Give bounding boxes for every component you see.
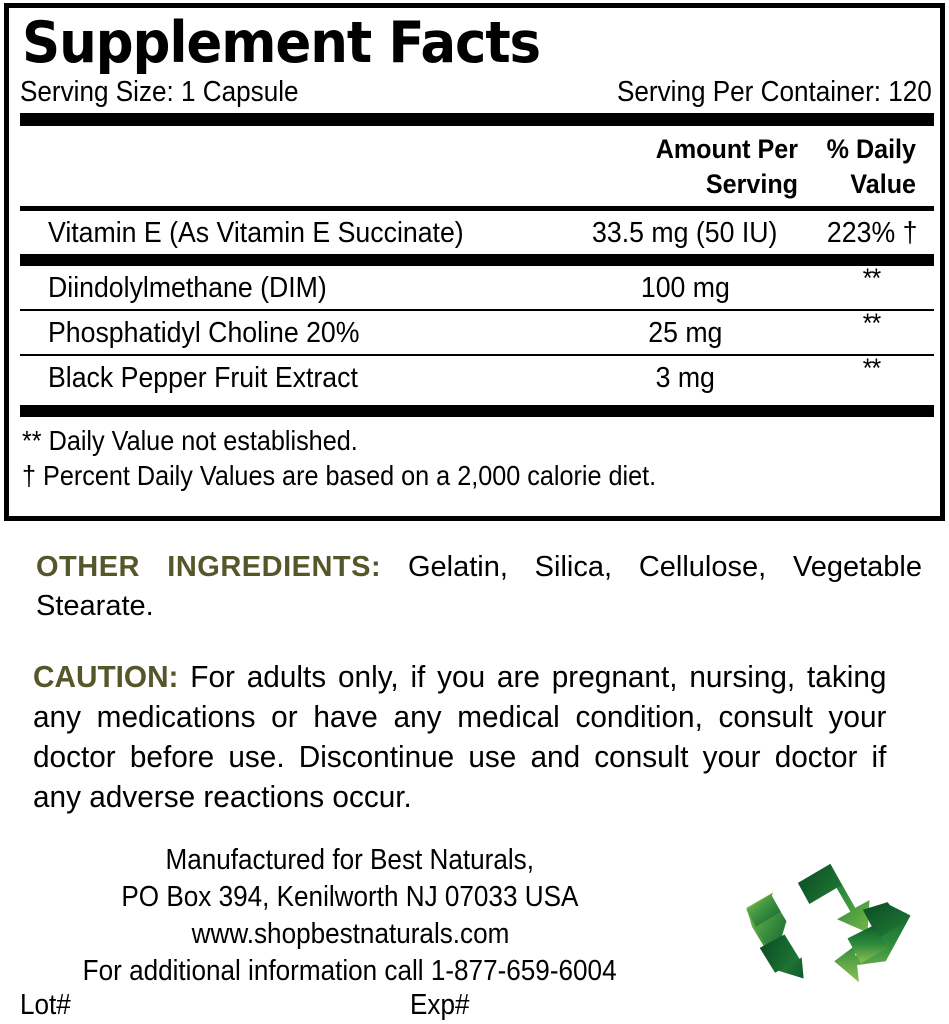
header-amount-line2: Serving [705, 169, 798, 199]
rule-below-vitamin-e [20, 254, 934, 266]
nutrient-amount: 3 mg [655, 362, 715, 394]
nutrient-name: Phosphatidyl Choline 20% [48, 317, 360, 349]
table-row: Vitamin E (As Vitamin E Succinate) 33.5 … [20, 211, 934, 254]
nutrient-name: Vitamin E (As Vitamin E Succinate) [48, 217, 464, 249]
nutrient-daily-value: 223% † [826, 217, 918, 249]
serving-info-row: Serving Size: 1 Capsule Serving Per Cont… [20, 76, 934, 108]
nutrient-daily-value: ** [863, 263, 881, 293]
nutrient-name: Diindolylmethane (DIM) [48, 272, 327, 304]
rule-below-serving [20, 113, 934, 126]
lot-number-label: Lot# [20, 989, 71, 1021]
caution-label: CAUTION: [33, 659, 179, 694]
table-row: Diindolylmethane (DIM) 100 mg ** [20, 263, 934, 309]
lot-exp-row: Lot# Exp# [20, 988, 680, 1022]
header-dv-line1: % Daily [826, 134, 916, 164]
footnote-daily-value-not-established: ** Daily Value not established. [22, 425, 358, 456]
panel-title: Supplement Facts [22, 10, 541, 76]
supplement-facts-panel: Supplement Facts Serving Size: 1 Capsule… [4, 3, 945, 521]
manufacturer-line: Manufactured for Best Naturals, [165, 844, 535, 876]
rule-row-divider [20, 354, 934, 356]
address-line: PO Box 394, Kenilworth NJ 07033 USA [121, 881, 579, 913]
nutrient-name: Black Pepper Fruit Extract [48, 362, 358, 394]
other-ingredients-label: OTHER INGREDIENTS: [36, 551, 382, 583]
recycle-icon [742, 862, 934, 988]
table-row: Phosphatidyl Choline 20% 25 mg ** [20, 308, 934, 354]
header-amount-per-serving: Amount Per Serving [560, 132, 810, 202]
nutrient-daily-value: ** [863, 308, 881, 338]
other-ingredients-text: Gelatin, Silica, Cellulose, Vegetable St… [36, 551, 922, 622]
header-amount-line1: Amount Per [655, 134, 798, 164]
footnote-percent-daily-values: † Percent Daily Values are based on a 2,… [22, 460, 657, 491]
nutrient-amount: 25 mg [647, 317, 723, 349]
footnotes: ** Daily Value not established. † Percen… [20, 417, 934, 493]
header-dv-line2: Value [850, 169, 916, 199]
nutrient-daily-value: ** [863, 353, 881, 383]
expiry-label: Exp# [410, 989, 470, 1021]
caution-block: CAUTION: For adults only, if you are pre… [33, 657, 886, 817]
website-line[interactable]: www.shopbestnaturals.com [191, 918, 509, 950]
phone-line: For additional information call 1-877-65… [83, 955, 617, 987]
caution-text: For adults only, if you are pregnant, nu… [33, 659, 887, 814]
table-row: Black Pepper Fruit Extract 3 mg ** [20, 353, 934, 399]
table-column-headers: Amount Per Serving % Daily Value [20, 126, 934, 206]
rule-above-footnotes [20, 405, 934, 417]
rule-row-divider [20, 309, 934, 311]
servings-per-container: Serving Per Container: 120 [617, 76, 932, 108]
other-ingredients-block: OTHER INGREDIENTS: Gelatin, Silica, Cell… [36, 548, 922, 626]
nutrient-amount: 33.5 mg (50 IU) [592, 217, 778, 249]
serving-size: Serving Size: 1 Capsule [20, 76, 299, 108]
rule-below-headers [20, 206, 934, 211]
manufacturer-block: Manufactured for Best Naturals, PO Box 3… [20, 842, 680, 990]
header-percent-daily-value: % Daily Value [810, 132, 934, 202]
nutrient-amount: 100 mg [640, 272, 730, 304]
